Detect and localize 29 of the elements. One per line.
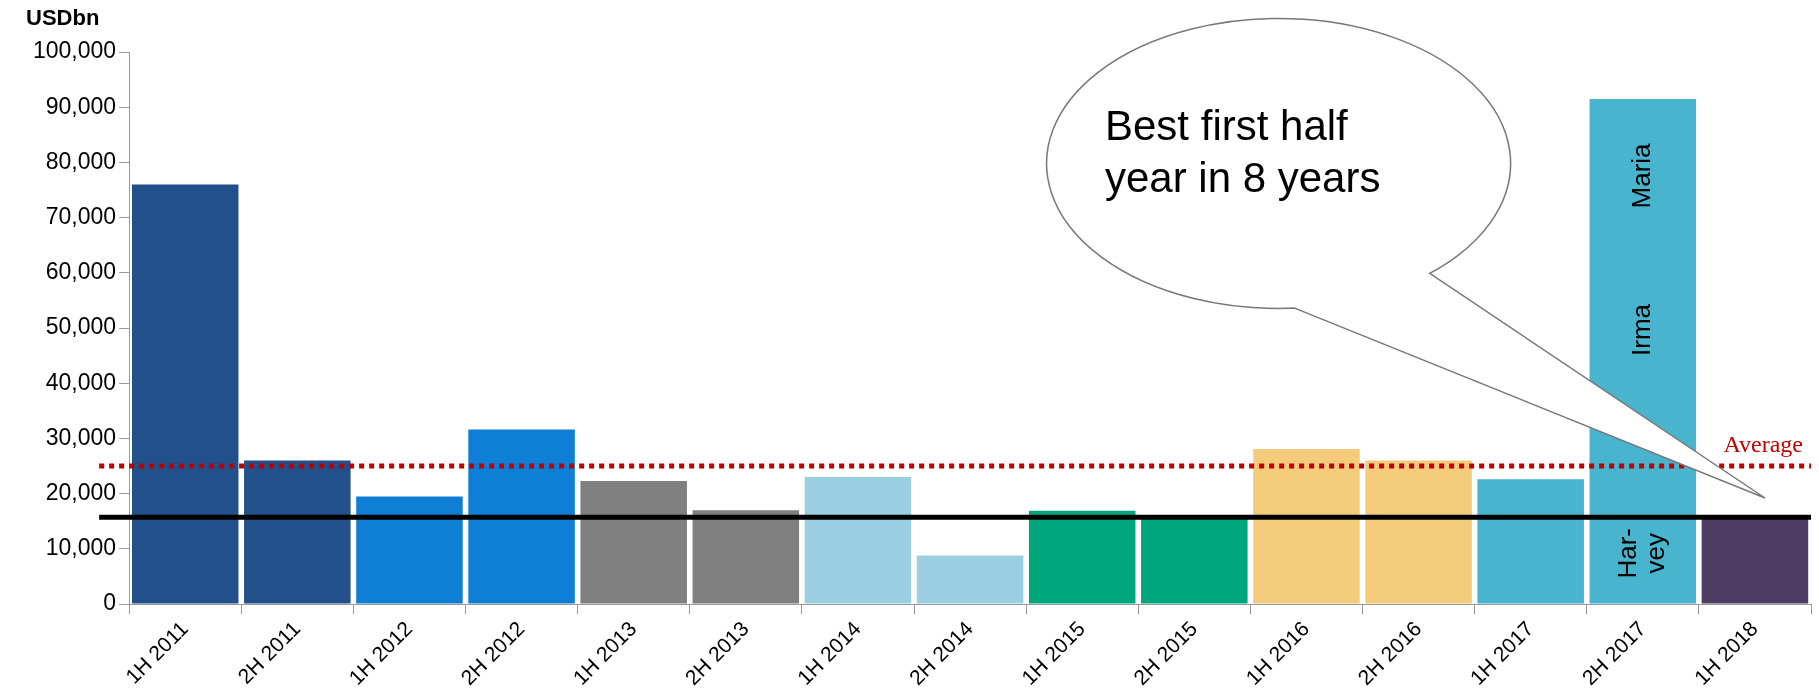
y-tick-label: 100,000 [33, 37, 117, 64]
bar [692, 510, 800, 604]
y-tick-label: 0 [103, 589, 117, 616]
bar [1253, 448, 1360, 604]
bar [1028, 510, 1136, 604]
bar [468, 429, 575, 604]
ref-line-label: Average [1723, 431, 1803, 458]
y-tick-label: 10,000 [45, 534, 117, 561]
y-tick-label: 70,000 [45, 202, 117, 229]
bar [580, 480, 687, 604]
bar [131, 184, 239, 604]
bar [804, 477, 912, 604]
annotation: Best first half year in 8 years [1105, 101, 1382, 203]
y-tick-label: 50,000 [45, 313, 117, 340]
bar [244, 460, 351, 604]
y-tick-label: 90,000 [45, 92, 117, 119]
bar [356, 496, 463, 604]
series-label: Har-vey [1611, 528, 1670, 579]
y-axis-title: USDbn [26, 5, 100, 31]
y-tick-label: 20,000 [45, 478, 117, 505]
y-tick-label: 60,000 [45, 258, 117, 285]
y-tick-label: 80,000 [45, 147, 117, 174]
series-label: Irma [1625, 303, 1656, 356]
bar [916, 555, 1024, 604]
y-tick-label: 40,000 [45, 368, 117, 395]
bar [1141, 518, 1248, 604]
y-tick-label: 30,000 [45, 423, 117, 450]
bar [1365, 460, 1472, 604]
series-label: Maria [1625, 142, 1656, 209]
